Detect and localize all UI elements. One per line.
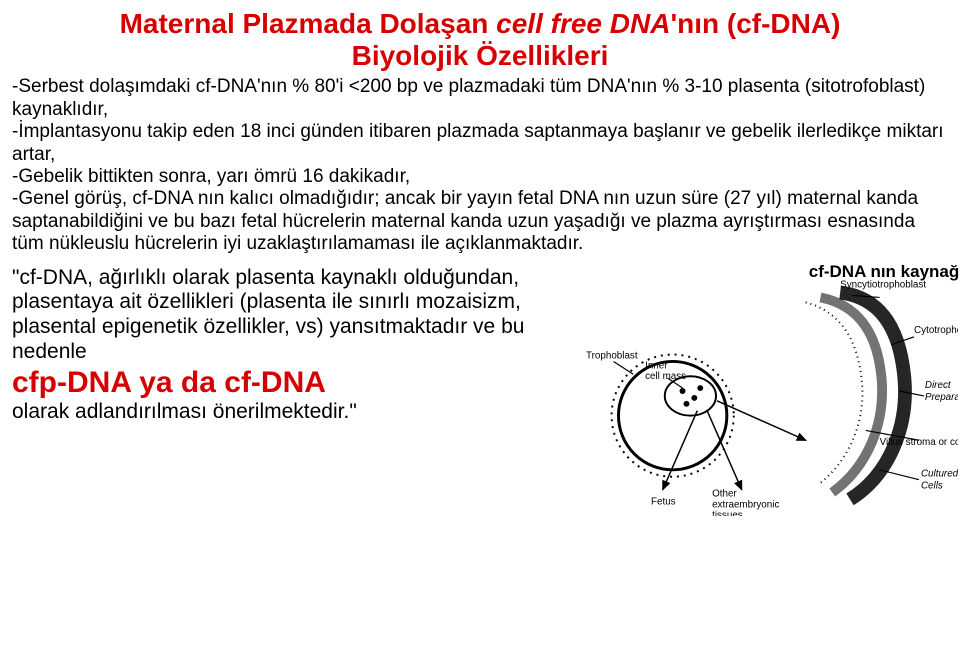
para-4: -Genel görüş, cf-DNA nın kalıcı olmadığı…: [12, 188, 948, 255]
label-troph: Trophoblast: [586, 350, 638, 361]
label-inner-2: cell mass: [645, 371, 686, 382]
label-cultured-2: Cells: [921, 480, 943, 491]
label-other-1: Other: [712, 488, 737, 499]
lower-highlight: cfp-DNA ya da cf-DNA: [12, 366, 326, 399]
para-1: -Serbest dolaşımdaki cf-DNA'nın % 80'i <…: [12, 76, 948, 121]
lower-b: olarak adlandırılması önerilmektedir.": [12, 400, 357, 423]
figure-caption: cf-DNA nın kaynağı: [809, 262, 960, 282]
label-other-2: extraembryonic: [712, 499, 779, 510]
body-text: -Serbest dolaşımdaki cf-DNA'nın % 80'i <…: [12, 76, 948, 255]
lower-row: "cf-DNA, ağırlıklı olarak plasenta kayna…: [12, 266, 948, 521]
page-title: Maternal Plazmada Dolaşan cell free DNA'…: [12, 8, 948, 72]
label-fetus: Fetus: [651, 496, 676, 507]
label-inner-1: Inner: [645, 360, 668, 371]
placenta-diagram: Syncytiotrophoblast Cytotrophoblast Dire…: [584, 266, 958, 516]
title-line1-c: 'nın (cf-DNA): [670, 8, 840, 39]
lower-right-figure: cf-DNA nın kaynağı: [584, 266, 958, 521]
label-other-3: tissues: [712, 510, 743, 516]
para-2: -İmplantasyonu takip eden 18 inci günden…: [12, 121, 948, 166]
title-line1-b: cell free DNA: [496, 8, 670, 39]
label-villus: Villus stroma or core: [879, 437, 958, 448]
label-direct-2: Preparations: [924, 391, 957, 402]
lower-left-text: "cf-DNA, ağırlıklı olarak plasenta kayna…: [12, 266, 584, 521]
para-3: -Gebelik bittikten sonra, yarı ömrü 16 d…: [12, 166, 948, 188]
label-cultured-1: Cultured: [921, 468, 958, 479]
title-line1-a: Maternal Plazmada Dolaşan: [120, 8, 497, 39]
title-line2: Biyolojik Özellikleri: [352, 40, 609, 71]
label-direct-1: Direct: [924, 380, 951, 391]
lower-a: "cf-DNA, ağırlıklı olarak plasenta kayna…: [12, 266, 524, 363]
label-cyto: Cytotrophoblast: [914, 324, 958, 335]
